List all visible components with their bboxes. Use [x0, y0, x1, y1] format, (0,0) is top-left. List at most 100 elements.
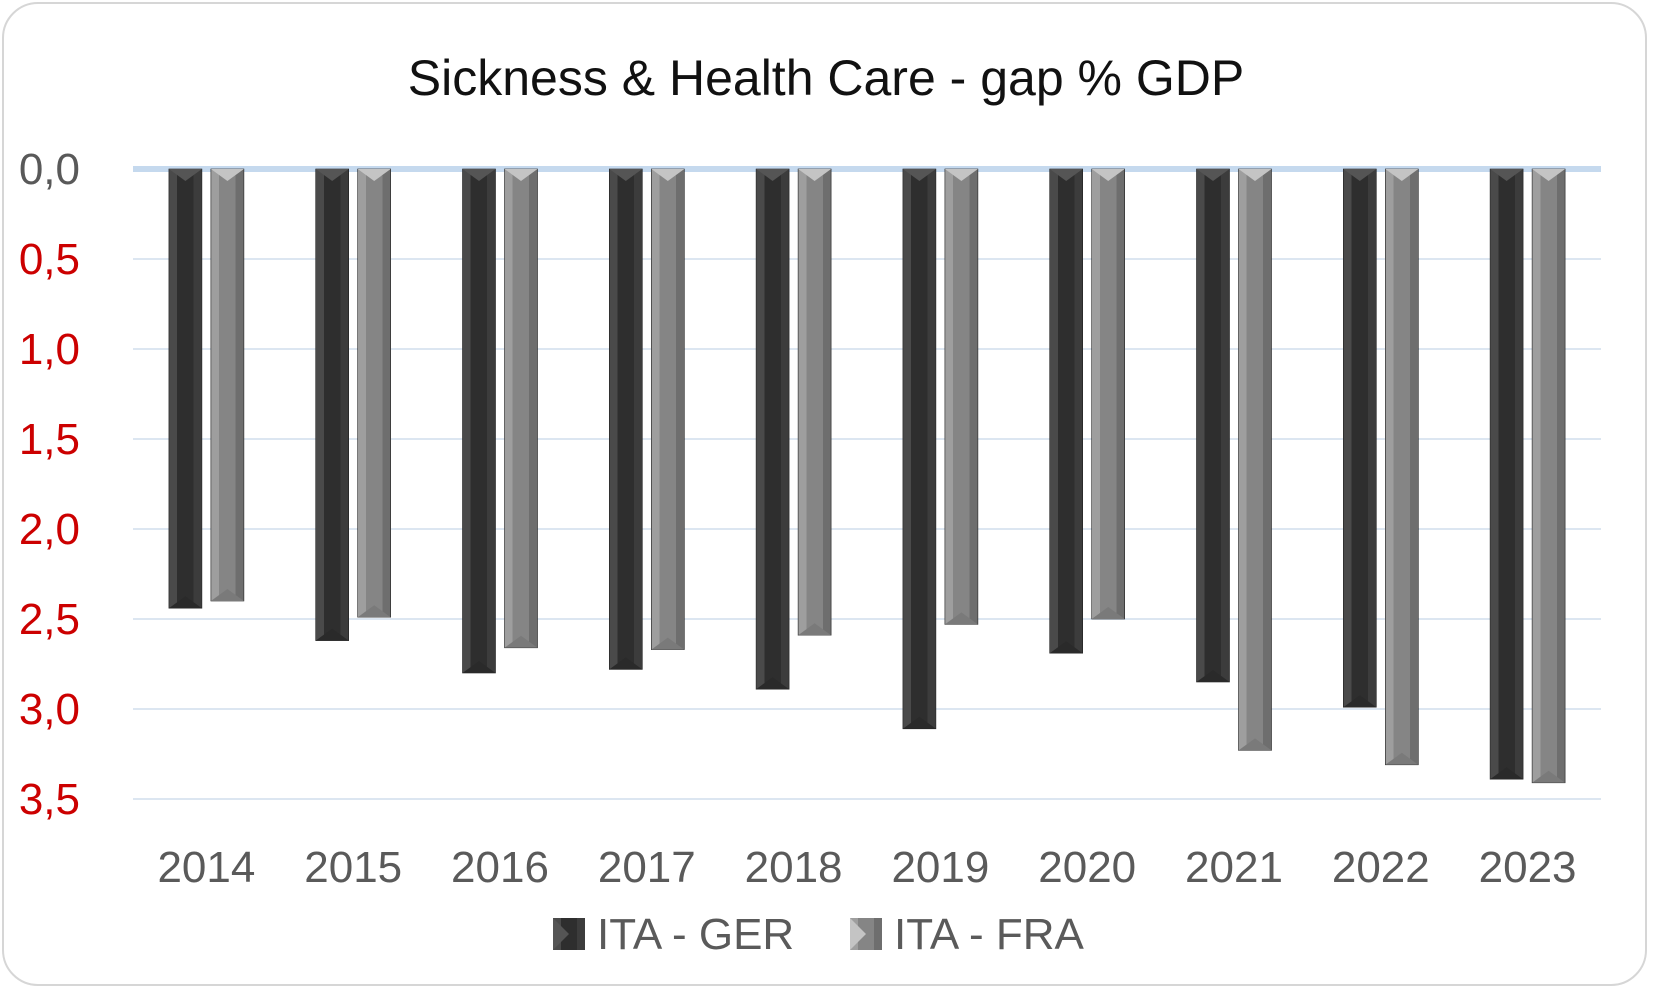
bar-cap	[944, 169, 978, 181]
bar-tip	[798, 623, 832, 636]
x-tick-label: 2020	[1038, 843, 1136, 892]
bar-ita-fra-2023	[1531, 168, 1566, 784]
bar-tip	[1532, 770, 1566, 783]
bar-ita-fra-2022	[1385, 168, 1419, 766]
bar-cap	[902, 169, 936, 181]
bar-cap	[357, 169, 391, 181]
bar-ita-ger-2022	[1343, 168, 1377, 708]
bar-ita-fra-2016	[504, 168, 538, 649]
bar-body	[944, 168, 979, 625]
bar-tip	[462, 661, 496, 673]
bar-ita-fra-2015	[357, 168, 392, 618]
bar-cap	[315, 169, 349, 181]
bar-ita-ger-2020	[1049, 168, 1083, 654]
bar-ita-ger-2023	[1489, 168, 1524, 780]
x-tick-label: 2018	[745, 843, 843, 892]
bar-tip	[1238, 738, 1272, 751]
y-tick-label: 1,0	[19, 325, 80, 374]
bar-cap	[1196, 169, 1230, 181]
y-axis-ticks: 0,0 0,5 1,0 1,5 2,0 2,5 3,0 3,5	[19, 145, 80, 824]
bar-cap	[798, 169, 832, 181]
bar-tip	[902, 716, 936, 729]
bar-ita-ger-2018	[755, 168, 790, 690]
bar-cap	[1343, 169, 1377, 181]
y-tick-label: 0,5	[19, 235, 80, 284]
bar-ita-ger-2021	[1196, 168, 1230, 683]
bar-tip	[651, 637, 685, 650]
bar-body	[1385, 168, 1419, 766]
bar-tip	[1091, 607, 1125, 619]
bar-body	[755, 168, 790, 690]
x-tick-label: 2019	[891, 843, 989, 892]
x-tick-label: 2021	[1185, 843, 1283, 892]
bar-cap	[1490, 169, 1524, 181]
bars	[168, 168, 1566, 784]
bar-tip	[756, 677, 790, 690]
y-tick-label: 1,5	[19, 415, 80, 464]
bar-body	[1196, 168, 1230, 683]
bar-tip	[1196, 670, 1230, 682]
bar-cap	[462, 169, 496, 181]
bar-body	[902, 168, 937, 730]
bar-body	[650, 168, 685, 650]
bar-body	[608, 168, 643, 670]
bar-tip	[1385, 752, 1419, 765]
bar-body	[357, 168, 392, 618]
x-tick-label: 2014	[157, 843, 255, 892]
legend-label: ITA - FRA	[894, 910, 1085, 959]
bar-ita-fra-2014	[210, 168, 245, 602]
bar-ita-fra-2021	[1238, 168, 1272, 751]
bar-ita-ger-2016	[462, 168, 496, 674]
bar-cap	[609, 169, 643, 181]
bar-body	[1049, 168, 1083, 654]
legend-swatch-bevel	[553, 918, 569, 950]
bar-body	[315, 168, 350, 641]
bar-ita-ger-2015	[315, 168, 350, 641]
bar-ita-fra-2019	[944, 168, 979, 625]
bar-body	[168, 168, 203, 609]
bar-ita-fra-2018	[797, 168, 832, 636]
bar-cap	[168, 169, 202, 181]
bar-ita-ger-2017	[608, 168, 643, 670]
legend-label: ITA - GER	[597, 910, 794, 959]
bar-tip	[1490, 767, 1524, 780]
bar-tip	[1049, 641, 1083, 654]
bar-body	[504, 168, 538, 649]
bar-body	[797, 168, 832, 636]
bar-tip	[315, 628, 349, 641]
bar-cap	[651, 169, 685, 181]
bar-tip	[504, 635, 538, 648]
bar-tip	[609, 657, 643, 670]
bar-cap	[1532, 169, 1566, 181]
x-tick-label: 2023	[1479, 843, 1577, 892]
y-tick-label: 0,0	[19, 145, 80, 194]
bar-body	[1238, 168, 1272, 751]
legend-swatch-bevel	[850, 918, 866, 950]
legend-item-ita-ger: ITA - GER	[553, 910, 794, 959]
bar-body	[1531, 168, 1566, 784]
x-tick-label: 2022	[1332, 843, 1430, 892]
bar-cap	[1385, 169, 1419, 181]
bar-tip	[944, 612, 978, 625]
bar-tip	[168, 596, 202, 609]
bar-tip	[357, 605, 391, 618]
chart-title: Sickness & Health Care - gap % GDP	[408, 50, 1244, 106]
legend-item-ita-fra: ITA - FRA	[850, 910, 1085, 959]
bar-cap	[210, 169, 244, 181]
bar-tip	[210, 589, 244, 601]
y-tick-label: 2,5	[19, 595, 80, 644]
bar-body	[1343, 168, 1377, 708]
y-tick-label: 3,5	[19, 775, 80, 824]
x-tick-label: 2015	[304, 843, 402, 892]
bar-cap	[504, 169, 538, 181]
bar-cap	[1091, 169, 1125, 181]
y-tick-label: 3,0	[19, 685, 80, 734]
bar-ita-ger-2014	[168, 168, 203, 609]
bar-cap	[756, 169, 790, 181]
x-tick-label: 2016	[451, 843, 549, 892]
x-axis-ticks: 2014 2015 2016 2017 2018 2019 2020 2021 2022 2023	[157, 843, 1576, 892]
bar-ita-fra-2017	[650, 168, 685, 650]
bar-cap	[1238, 169, 1272, 181]
legend: ITA - GER ITA - FRA	[553, 910, 1085, 959]
